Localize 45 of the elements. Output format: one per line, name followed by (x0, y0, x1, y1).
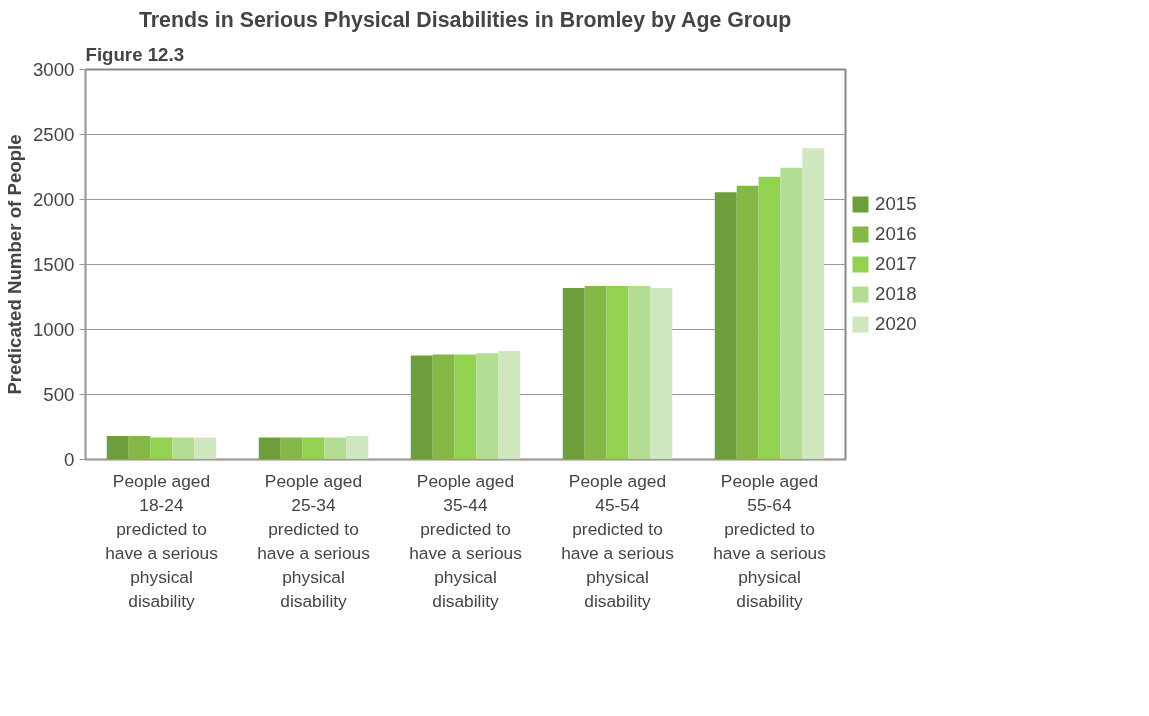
bar (650, 287, 673, 460)
bar (802, 148, 825, 460)
legend-label: 2016 (875, 223, 917, 245)
bar (736, 185, 759, 460)
bar (302, 437, 325, 460)
bar (172, 437, 195, 460)
legend-label: 2015 (875, 193, 917, 215)
bar (476, 353, 499, 460)
x-tick-label: People aged 55-64 predicted to have a serious physical disability (713, 470, 827, 611)
x-tick-label: People aged 18-24 predicted to have a serious physical disability (105, 470, 219, 611)
bar (128, 436, 151, 460)
bar (410, 355, 433, 460)
bar (258, 437, 281, 460)
y-tick-label: 3000 (33, 59, 75, 80)
bar (562, 287, 585, 460)
bar (584, 285, 607, 460)
y-axis-title: Predicated Number of People (4, 134, 25, 395)
bar (150, 437, 173, 460)
x-tick-label: People aged 35-44 predicted to have a serious physical disability (409, 470, 523, 611)
y-tick-label: 1000 (33, 319, 75, 340)
bar (106, 436, 129, 460)
bar (454, 354, 477, 460)
x-tick-label: People aged 25-34 predicted to have a serious physical disability (257, 470, 371, 611)
y-tick-label: 500 (43, 384, 75, 405)
y-tick-label: 1500 (33, 254, 75, 275)
bar (780, 167, 803, 460)
bar (714, 192, 737, 460)
bar (324, 437, 347, 460)
bar (628, 285, 651, 460)
bar (432, 354, 455, 460)
caption: Figure 12.3 (85, 43, 185, 65)
y-tick-label: 0 (64, 449, 75, 470)
bar (346, 436, 369, 460)
legend-label: 2017 (875, 253, 917, 275)
bar (606, 285, 629, 460)
chart-title: Trends in Serious Physical Disabilities in Bromley by Age Group (138, 7, 792, 32)
bar (758, 176, 781, 460)
x-tick-label: People aged 45-54 predicted to have a serious physical disability (561, 470, 675, 611)
legend-label: 2018 (875, 283, 917, 305)
y-tick-label: 2500 (33, 124, 75, 145)
legend-label: 2020 (875, 313, 917, 335)
bar (194, 437, 217, 460)
y-tick-label: 2000 (33, 189, 75, 210)
bar (498, 350, 521, 460)
bar (280, 437, 303, 460)
